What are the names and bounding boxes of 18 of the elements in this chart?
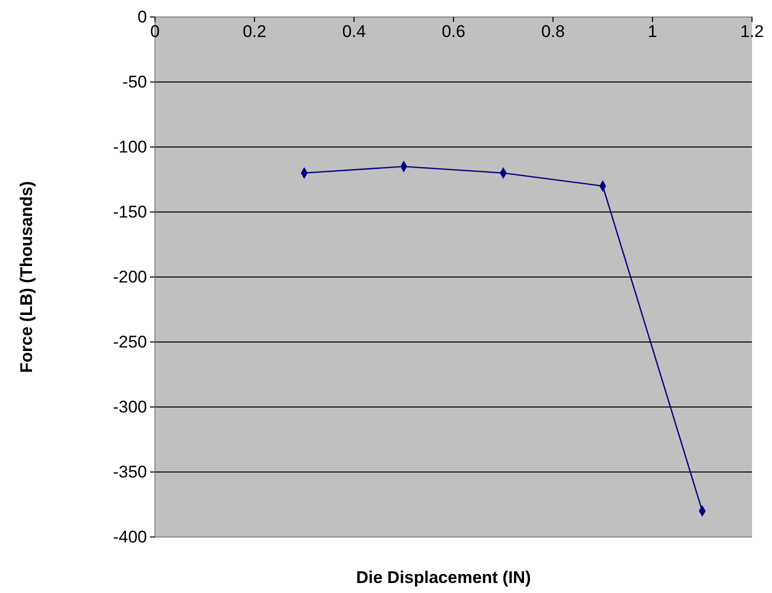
x-tick-label: 1 — [648, 22, 658, 42]
y-tick-label: -50 — [122, 72, 147, 92]
x-axis-title: Die Displacement (IN) — [356, 568, 531, 587]
x-tick-label: 0.2 — [242, 22, 266, 42]
y-tick-label: -300 — [112, 397, 147, 416]
y-axis-title: Force (LB) (Thousands) — [17, 181, 36, 373]
x-tick-label: 0 — [150, 22, 160, 42]
y-tick-label: -250 — [112, 332, 147, 352]
y-tick-label: -200 — [112, 267, 147, 286]
x-tick-label: 0.8 — [541, 22, 565, 42]
x-tick-label: 1.2 — [740, 22, 764, 42]
y-tick-label: -400 — [112, 527, 147, 546]
y-tick-label: 0 — [138, 7, 147, 26]
y-tick-label: -100 — [112, 137, 147, 156]
x-tick-label: 0.6 — [442, 22, 466, 42]
x-tick-label: 0.4 — [342, 22, 366, 42]
y-tick-label: -350 — [112, 462, 147, 482]
y-tick-label: -150 — [112, 202, 147, 222]
